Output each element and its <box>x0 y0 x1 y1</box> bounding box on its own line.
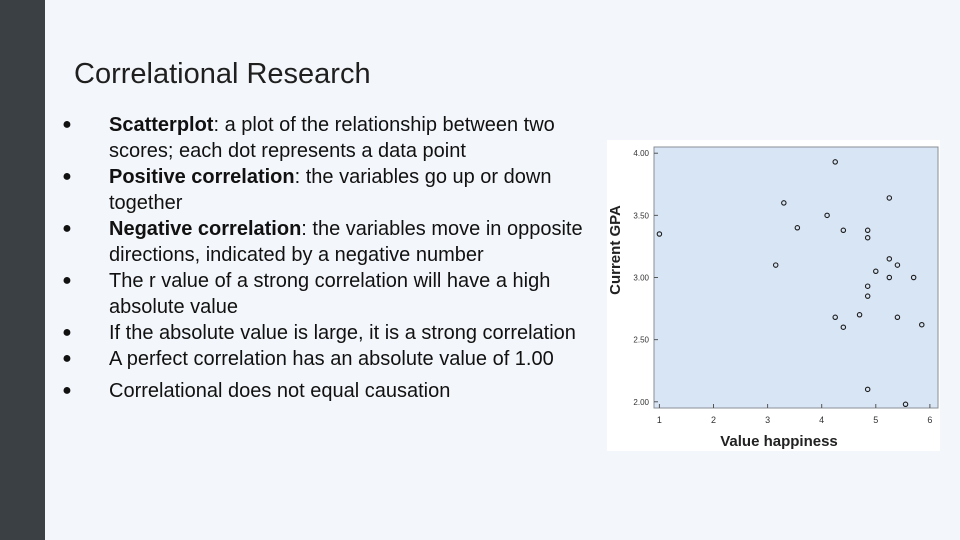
data-point <box>894 314 901 321</box>
bullet-text: If the absolute value is large, it is a … <box>109 322 576 344</box>
bullet-item: ● Negative correlation: the variables mov… <box>54 216 602 268</box>
scatterplot-figure: 1 2 3 4 5 6 2.00 2.50 3.00 3.50 4.00 Value happine… <box>607 140 940 451</box>
bullet-text: The r value of a strong correlation will… <box>109 270 551 318</box>
bullet-dot-icon: ● <box>62 168 72 185</box>
slide-title: Correlational Research <box>74 58 371 90</box>
bullet-text: Correlational does not equal causation <box>109 380 451 402</box>
bullet-term: Scatterplot <box>109 114 214 136</box>
data-point <box>656 231 663 237</box>
bullet-dot-icon: ● <box>62 220 72 237</box>
bullet-text: : the variables move in opposite directi… <box>109 218 583 266</box>
bullet-item: ● Scatterplot: a plot of the relationship… <box>54 112 602 164</box>
data-point <box>794 225 801 231</box>
bullet-text: : a plot of the relationship between two… <box>109 114 555 162</box>
x-tick-label: 2 <box>711 415 716 425</box>
data-point <box>864 283 871 289</box>
bullet-item: ● Positive correlation: the variables go … <box>54 164 602 216</box>
x-tick-label: 3 <box>765 415 770 425</box>
x-tick-label: 4 <box>819 415 824 425</box>
bullet-text: : the variables go up or down together <box>109 166 552 214</box>
data-point <box>864 227 871 234</box>
y-tick-label: 2.50 <box>633 336 649 345</box>
bullet-item: ● The r value of a strong correlation wil… <box>54 268 602 320</box>
bullet-dot-icon: ● <box>62 324 72 341</box>
y-tick-label: 3.00 <box>633 274 649 283</box>
bullet-dot-icon: ● <box>62 272 72 289</box>
chart-marks: 1 2 3 4 5 6 2.00 2.50 3.00 3.50 4.00 <box>633 149 932 425</box>
plot-area <box>653 146 939 409</box>
bullet-item: ● A perfect correlation has an absolute v… <box>54 346 602 372</box>
data-point <box>902 401 909 408</box>
data-point <box>886 256 893 262</box>
data-point <box>873 268 879 275</box>
data-point <box>832 159 838 165</box>
data-point <box>781 200 787 206</box>
data-point <box>856 312 863 318</box>
data-point <box>840 324 847 330</box>
x-tick-label: 5 <box>873 415 878 425</box>
y-tick-label: 2.00 <box>633 398 649 407</box>
data-point <box>840 227 847 234</box>
bullet-dot-icon: ● <box>62 350 72 367</box>
data-point <box>864 386 871 393</box>
y-tick-label: 4.00 <box>633 149 649 158</box>
x-axis-label: Value happiness <box>720 433 838 450</box>
bullet-dot-icon: ● <box>62 116 72 133</box>
bullet-item: ● If the absolute value is large, it is a… <box>54 320 602 346</box>
bullet-term: Negative correlation <box>109 218 302 240</box>
data-point <box>832 314 838 321</box>
y-axis-label: Current GPA <box>607 205 624 295</box>
data-point <box>886 274 893 281</box>
bullet-dot-icon: ● <box>62 382 72 399</box>
dark-sidebar-bar <box>0 0 45 540</box>
data-point <box>886 195 893 201</box>
data-point <box>864 234 871 241</box>
bullet-term: Positive correlation <box>109 166 295 188</box>
data-point <box>864 293 871 299</box>
data-point <box>894 262 901 268</box>
scatterplot-chart: 1 2 3 4 5 6 2.00 2.50 3.00 3.50 4.00 Value happine… <box>607 146 939 450</box>
data-point <box>910 274 917 281</box>
data-point <box>772 262 779 268</box>
data-point <box>919 321 925 328</box>
bullet-list: ● Scatterplot: a plot of the relationship… <box>54 112 602 404</box>
x-tick-label: 6 <box>927 415 932 425</box>
bullet-item: ● Correlational does not equal causation <box>54 378 602 404</box>
data-point <box>824 212 830 219</box>
y-tick-label: 3.50 <box>633 211 649 220</box>
bullet-text: A perfect correlation has an absolute va… <box>109 348 554 370</box>
x-tick-label: 1 <box>657 415 662 425</box>
